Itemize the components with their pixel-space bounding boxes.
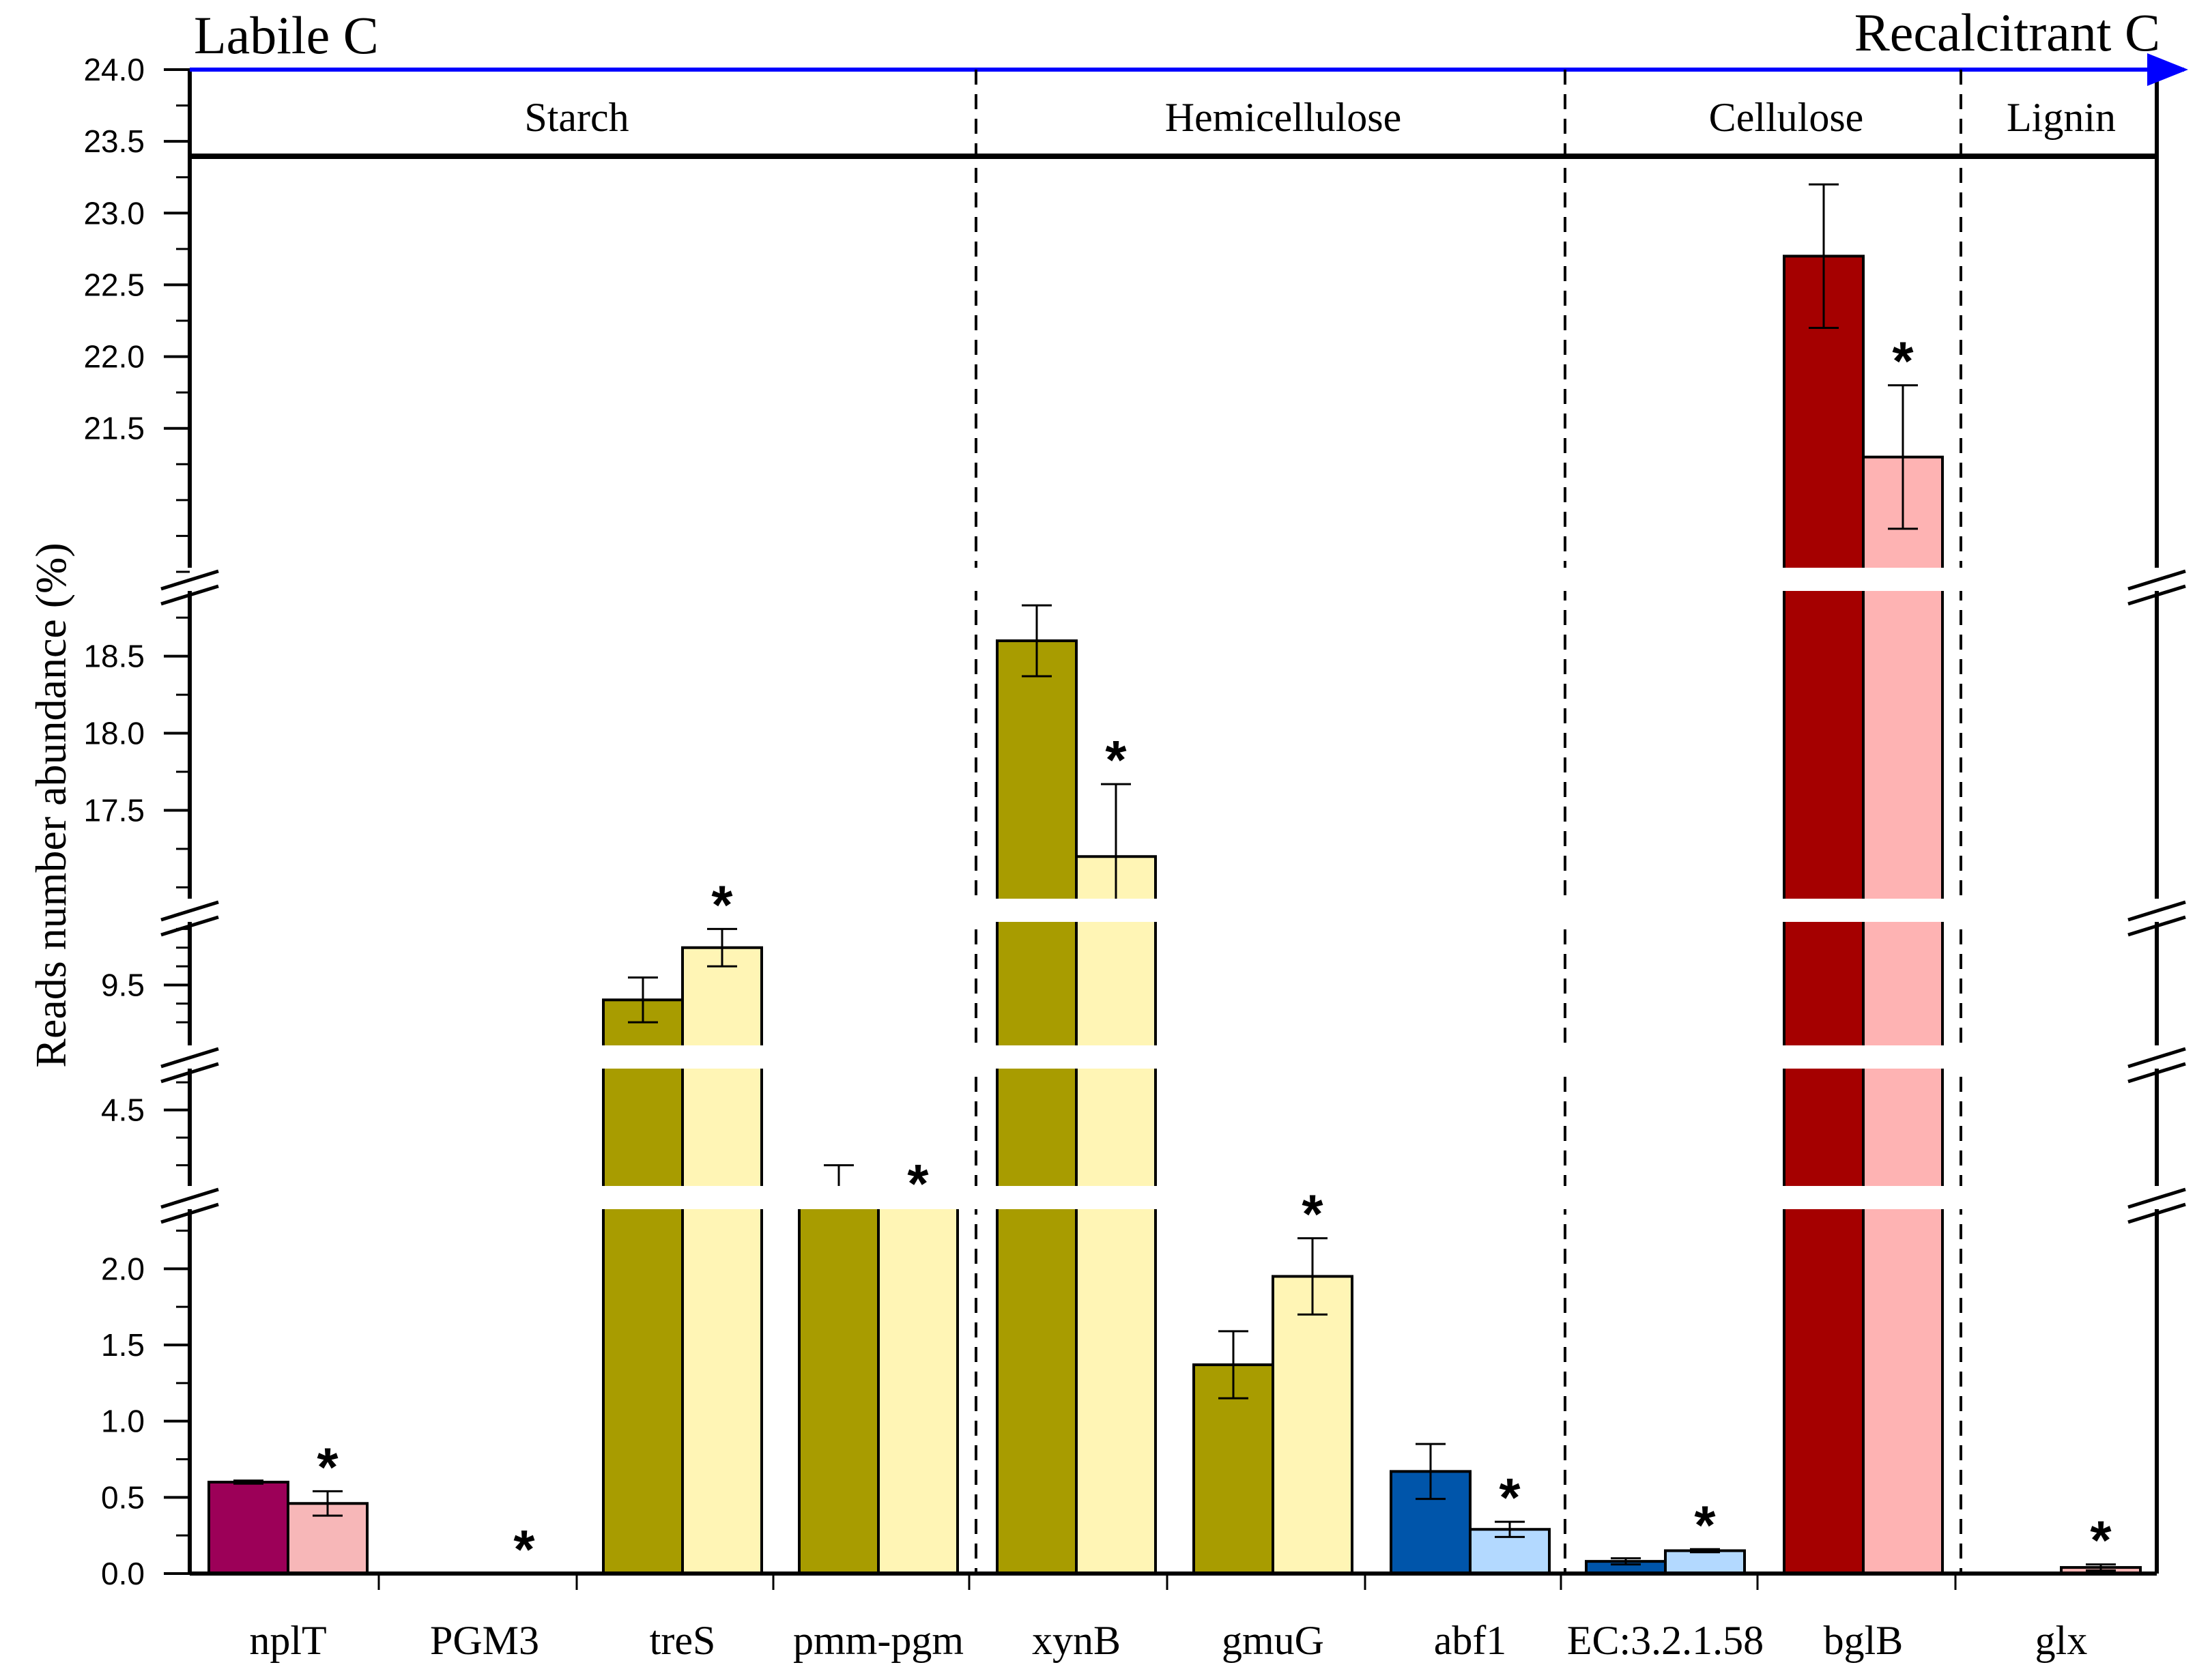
x-label-treS: treS: [650, 1618, 716, 1663]
significance-star-gmuG: *: [1302, 1184, 1323, 1245]
bar-bglB-s2: [1862, 455, 1944, 1575]
axis-break-mark: [160, 584, 219, 606]
axis-break-gap: [137, 899, 2195, 922]
x-label-glx: glx: [2035, 1618, 2088, 1663]
y-tick-label: 21.5: [83, 411, 145, 446]
error-bar-EC:3.2.1.58-s2: [1690, 1548, 1720, 1554]
y-tick-label: 17.5: [83, 792, 145, 828]
y-tick-label: 0.5: [101, 1479, 145, 1515]
error-bar-bglB-s1: [1809, 183, 1839, 330]
x-label-PGM3: PGM3: [430, 1618, 539, 1663]
bar-pmm-pgm-s2: [877, 1206, 959, 1575]
group-label-hemicellulose: Hemicellulose: [1165, 95, 1402, 140]
significance-star-EC:3.2.1.58: *: [1694, 1494, 1716, 1555]
y-tick-label: 22.0: [83, 339, 145, 375]
significance-star-nplT: *: [317, 1436, 339, 1497]
significance-star-xynB: *: [1105, 729, 1127, 790]
x-label-abf1: abf1: [1434, 1618, 1507, 1663]
bar-xynB-s1: [996, 639, 1078, 1575]
x-label-pmm-pgm: pmm-pgm: [793, 1618, 964, 1663]
y-tick-label: 24.0: [83, 52, 145, 87]
error-bar-nplT-s1: [233, 1479, 263, 1485]
error-bar-gmuG-s1: [1218, 1330, 1248, 1400]
recalcitrant-c-label: Recalcitrant C: [1854, 3, 2160, 62]
error-bar-abf1-s2: [1495, 1520, 1525, 1538]
y-tick-label: 23.5: [83, 124, 145, 159]
x-label-nplT: nplT: [249, 1618, 326, 1663]
x-label-bglB: bglB: [1824, 1618, 1904, 1663]
error-bar-treS-s2: [707, 927, 737, 968]
bar-pmm-pgm-s1: [798, 1186, 880, 1575]
y-tick-label: 18.0: [83, 716, 145, 751]
axis-break-mark: [160, 1047, 219, 1069]
group-label-starch: Starch: [524, 95, 629, 140]
y-tick-label: 18.5: [83, 639, 145, 674]
axis-break-mark: [160, 1202, 219, 1224]
x-label-gmuG: gmuG: [1222, 1618, 1324, 1663]
bar-treS-s1: [602, 998, 684, 1575]
y-tick-label: 4.5: [101, 1092, 145, 1128]
axis-break-gap: [137, 568, 2195, 591]
error-bar-xynB-s1: [1022, 604, 1052, 678]
axis-break-mark: [160, 1062, 219, 1084]
significance-star-abf1: *: [1499, 1467, 1521, 1528]
axis-break-mark: [160, 915, 219, 937]
error-bar-glx-s2: [2086, 1563, 2116, 1572]
error-bar-treS-s1: [628, 976, 658, 1024]
axis-break-mark: [160, 900, 219, 922]
y-tick-label: 23.0: [83, 195, 145, 231]
labile-c-label: Labile C: [194, 5, 379, 65]
y-tick-label: 9.5: [101, 967, 145, 1002]
x-label-xynB: xynB: [1032, 1618, 1121, 1663]
axis-break-mark: [2127, 1187, 2186, 1209]
group-label-cellulose: Cellulose: [1709, 95, 1864, 140]
x-label-EC:3.2.1.58: EC:3.2.1.58: [1567, 1618, 1764, 1663]
bar-nplT-s1: [207, 1481, 289, 1575]
axis-break-gap: [137, 1045, 2195, 1069]
bar-gmuG-s1: [1192, 1363, 1274, 1575]
error-bar-gmuG-s2: [1297, 1237, 1328, 1316]
bar-treS-s2: [681, 946, 763, 1575]
axis-break-mark: [160, 569, 219, 591]
axis-break-mark: [2127, 900, 2186, 922]
significance-star-pmm-pgm: *: [907, 1153, 929, 1214]
axis-break-mark: [2127, 569, 2186, 591]
error-bar-EC:3.2.1.58-s1: [1611, 1557, 1641, 1566]
y-tick-label: 0.0: [101, 1556, 145, 1591]
axis-break-mark: [2127, 1202, 2186, 1224]
y-axis-title: Reads number abundance (%): [27, 542, 75, 1067]
axis-break-mark: [160, 1187, 219, 1209]
y-tick-label: 1.5: [101, 1327, 145, 1363]
y-tick-label: 2.0: [101, 1251, 145, 1286]
error-bar-abf1-s1: [1416, 1443, 1446, 1501]
axis-break-gap: [137, 1186, 2195, 1209]
y-tick-label: 22.5: [83, 267, 145, 302]
significance-star-treS: *: [711, 874, 733, 935]
bar-xynB-s2: [1075, 855, 1157, 1575]
axis-break-mark: [2127, 915, 2186, 937]
bar-gmuG-s2: [1272, 1275, 1353, 1575]
axis-break-mark: [2127, 584, 2186, 606]
y-tick-label: 1.0: [101, 1404, 145, 1439]
significance-star-glx: *: [2090, 1510, 2112, 1571]
axis-break-mark: [2127, 1062, 2186, 1084]
group-label-lignin: Lignin: [2007, 95, 2116, 140]
error-bar-bglB-s2: [1888, 384, 1918, 530]
axis-break-mark: [2127, 1047, 2186, 1069]
error-bar-nplT-s2: [313, 1490, 343, 1517]
significance-star-bglB: *: [1892, 331, 1914, 392]
significance-star-PGM3: *: [513, 1519, 535, 1580]
